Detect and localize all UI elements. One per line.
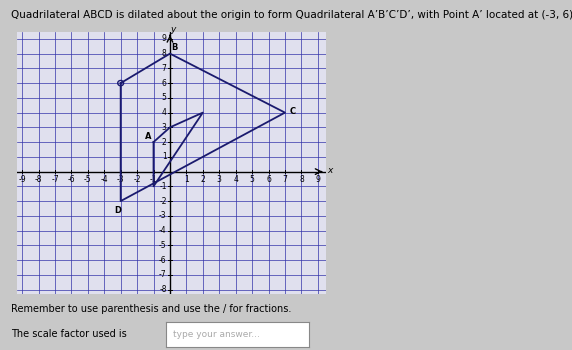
Text: Quadrilateral ABCD is dilated about the origin to form Quadrilateral A’B’C’D’, w: Quadrilateral ABCD is dilated about the … bbox=[11, 10, 572, 21]
Text: -3: -3 bbox=[159, 211, 166, 220]
Text: 3: 3 bbox=[217, 175, 222, 184]
Text: -5: -5 bbox=[84, 175, 92, 184]
Text: x: x bbox=[327, 166, 332, 175]
Text: -1: -1 bbox=[159, 182, 166, 191]
Text: 4: 4 bbox=[162, 108, 166, 117]
Text: -8: -8 bbox=[159, 285, 166, 294]
Text: -7: -7 bbox=[51, 175, 59, 184]
Text: 7: 7 bbox=[283, 175, 287, 184]
Text: -8: -8 bbox=[35, 175, 42, 184]
Text: 8: 8 bbox=[299, 175, 304, 184]
Text: y: y bbox=[170, 25, 175, 34]
Text: -2: -2 bbox=[133, 175, 141, 184]
Text: C: C bbox=[290, 107, 296, 116]
Text: 3: 3 bbox=[162, 123, 166, 132]
Text: -4: -4 bbox=[101, 175, 108, 184]
Text: 5: 5 bbox=[162, 93, 166, 102]
Text: 5: 5 bbox=[249, 175, 255, 184]
Text: 6: 6 bbox=[162, 79, 166, 88]
Text: The scale factor used is: The scale factor used is bbox=[11, 329, 127, 339]
Text: 6: 6 bbox=[266, 175, 271, 184]
Text: type your answer...: type your answer... bbox=[173, 330, 260, 339]
Text: 7: 7 bbox=[162, 64, 166, 73]
Text: 2: 2 bbox=[162, 138, 166, 147]
Text: -3: -3 bbox=[117, 175, 125, 184]
Text: -7: -7 bbox=[159, 270, 166, 279]
Text: 1: 1 bbox=[184, 175, 189, 184]
Text: 9: 9 bbox=[315, 175, 320, 184]
Text: 4: 4 bbox=[233, 175, 238, 184]
Text: -6: -6 bbox=[159, 256, 166, 265]
Text: -5: -5 bbox=[159, 241, 166, 250]
Text: -9: -9 bbox=[18, 175, 26, 184]
Text: -4: -4 bbox=[159, 226, 166, 235]
Text: Remember to use parenthesis and use the / for fractions.: Remember to use parenthesis and use the … bbox=[11, 304, 292, 315]
Text: B: B bbox=[171, 43, 177, 52]
Text: 1: 1 bbox=[162, 152, 166, 161]
Text: -6: -6 bbox=[67, 175, 75, 184]
Text: -1: -1 bbox=[150, 175, 157, 184]
Text: 8: 8 bbox=[162, 49, 166, 58]
Text: 2: 2 bbox=[200, 175, 205, 184]
Text: -2: -2 bbox=[159, 197, 166, 205]
Text: D: D bbox=[115, 206, 122, 215]
Text: A: A bbox=[145, 132, 151, 141]
Text: 9: 9 bbox=[162, 34, 166, 43]
